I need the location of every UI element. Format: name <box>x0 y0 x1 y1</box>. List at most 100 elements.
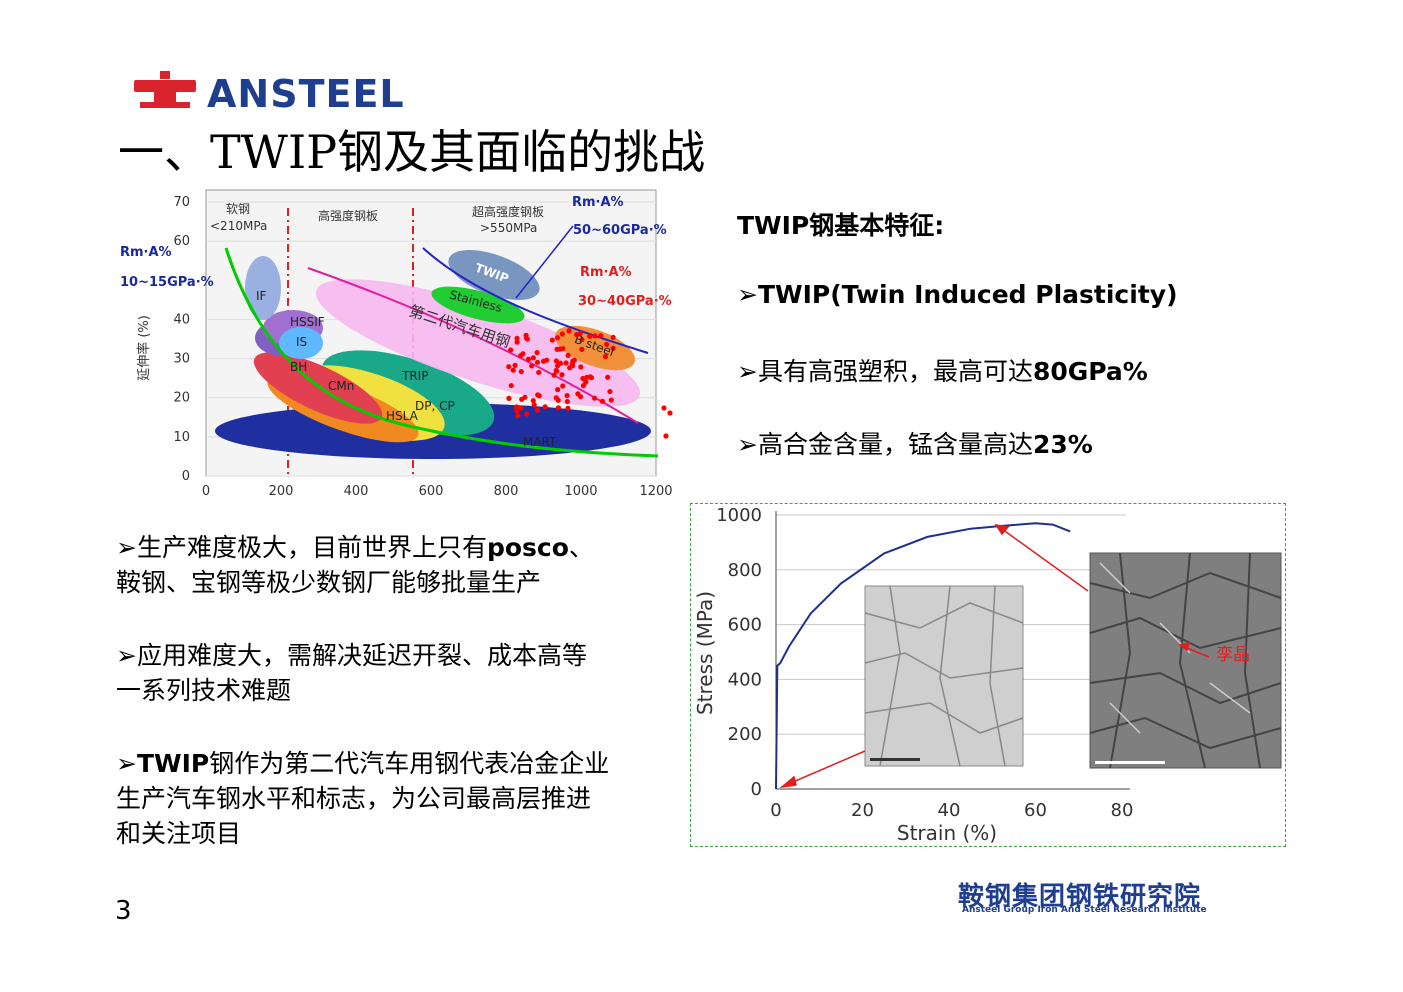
data-point <box>525 356 532 362</box>
micrograph-deformed <box>1089 552 1282 769</box>
feature-3-prefix: ➢ <box>737 430 758 459</box>
first-gen-curve <box>224 247 659 458</box>
region-label-hss: 高强度钢板 <box>318 208 378 223</box>
data-point <box>559 372 565 378</box>
x-tick-label: 1200 <box>639 484 672 499</box>
data-point <box>563 360 569 366</box>
y-tick-label: 200 <box>728 724 762 745</box>
data-point <box>512 362 518 368</box>
x-tick-label: 800 <box>494 484 519 499</box>
y-tick-label: 30 <box>173 352 190 367</box>
data-point <box>520 351 526 357</box>
y-axis-label: Stress (MPa) <box>693 591 717 715</box>
data-point <box>506 364 512 370</box>
label-hssif: HSSIF <box>290 315 325 329</box>
data-point <box>524 411 530 417</box>
data-point <box>557 346 563 352</box>
x-tick-label: 1000 <box>564 484 597 499</box>
challenge-1-text-c: 、 <box>568 533 594 562</box>
challenge-1: ➢生产难度极大，目前世界上只有posco、 鞍钢、宝钢等极少数钢厂能够批量生产 <box>116 530 594 600</box>
challenge-3-strong: TWIP <box>136 749 210 778</box>
data-point <box>554 335 561 341</box>
x-tick-label: 400 <box>344 484 369 499</box>
data-point <box>555 405 562 411</box>
data-point <box>506 395 512 401</box>
data-point <box>519 396 525 402</box>
data-point <box>578 364 584 370</box>
data-point <box>566 328 572 334</box>
feature-2-strong: 80GPa% <box>1032 357 1148 386</box>
data-point <box>605 374 611 380</box>
challenge-2-line2: 一系列技术难题 <box>116 676 292 705</box>
data-point <box>518 368 524 375</box>
region-label-uhss-mpa: >550MPa <box>480 221 537 235</box>
y-tick-label: 600 <box>728 615 762 636</box>
challenge-2-line1: ➢应用难度大，需解决延迟开裂、成本高等 <box>116 641 587 670</box>
region-label-soft-mpa: <210MPa <box>210 219 267 233</box>
y-tick-label: 40 <box>173 312 190 327</box>
data-point <box>610 345 616 351</box>
label-mart: MART <box>523 435 557 449</box>
feature-1-prefix: ➢ <box>737 280 758 309</box>
challenge-3-line3: 和关注项目 <box>116 819 242 848</box>
data-point <box>607 388 613 395</box>
ellipse-stainless <box>431 286 525 324</box>
data-point <box>667 410 673 416</box>
x-tick-label: 600 <box>419 484 444 499</box>
data-point <box>584 374 590 380</box>
data-point <box>541 358 547 364</box>
data-point <box>661 405 667 411</box>
data-point <box>514 335 520 341</box>
y-tick-label: 1000 <box>716 505 762 526</box>
feature-1-text: TWIP(Twin Induced Plasticity) <box>757 280 1178 309</box>
data-point <box>579 346 585 352</box>
data-point <box>534 407 540 413</box>
challenge-3-prefix: ➢ <box>116 749 137 778</box>
data-point <box>579 336 585 343</box>
data-point <box>599 398 606 404</box>
y-tick-label: 10 <box>173 430 190 445</box>
y-tick-label: 400 <box>728 669 762 690</box>
page-title: 一、TWIP钢及其面临的挑战 <box>118 125 706 179</box>
data-point <box>535 392 541 398</box>
data-point <box>515 413 521 419</box>
institute-name-cn: 鞍钢集团钢铁研究院 <box>958 882 1202 912</box>
challenge-1-text-a: ➢生产难度极大，目前世界上只有 <box>116 533 487 562</box>
institute-name-en: Ansteel Group Iron And Steel Research In… <box>962 905 1207 915</box>
data-point <box>564 398 570 405</box>
data-point <box>530 355 536 361</box>
stress-strain-curve <box>775 522 1071 790</box>
data-point <box>560 383 566 389</box>
ellipse-bsteel <box>555 325 635 371</box>
region-label-soft: 软钢 <box>226 202 250 216</box>
data-point <box>542 404 548 410</box>
micrograph-initial <box>864 585 1024 767</box>
data-point <box>555 387 561 393</box>
y-tick-label: 0 <box>182 469 190 484</box>
y-tick-label: 60 <box>173 234 190 249</box>
x-tick-label: 0 <box>202 484 210 499</box>
y-tick-label: 0 <box>751 779 762 800</box>
challenge-2: ➢应用难度大，需解决延迟开裂、成本高等 一系列技术难题 <box>116 638 587 708</box>
page-number: 3 <box>115 896 132 926</box>
label-is: IS <box>296 335 307 349</box>
annotation-3-value: 30~40GPa·% <box>578 294 672 309</box>
data-point <box>523 332 529 338</box>
data-point <box>508 347 514 353</box>
label-hsla: HSLA <box>386 409 419 423</box>
data-point <box>530 398 536 404</box>
x-tick-label: 60 <box>1024 800 1047 821</box>
data-point <box>559 331 565 337</box>
data-point <box>570 363 576 369</box>
feature-3-text: 高合金含量，锰含量高达 <box>757 430 1033 459</box>
data-point <box>610 334 616 340</box>
stress-strain-frame <box>690 503 1286 847</box>
feature-item-1: ➢TWIP(Twin Induced Plasticity) <box>737 280 1178 309</box>
region-label-uhss: 超高强度钢板 <box>472 204 544 219</box>
second-gen-curve <box>307 267 639 424</box>
data-point <box>508 382 514 389</box>
x-tick-label: 20 <box>851 800 874 821</box>
data-point <box>663 433 669 439</box>
data-point <box>602 354 609 360</box>
data-point <box>592 395 598 401</box>
